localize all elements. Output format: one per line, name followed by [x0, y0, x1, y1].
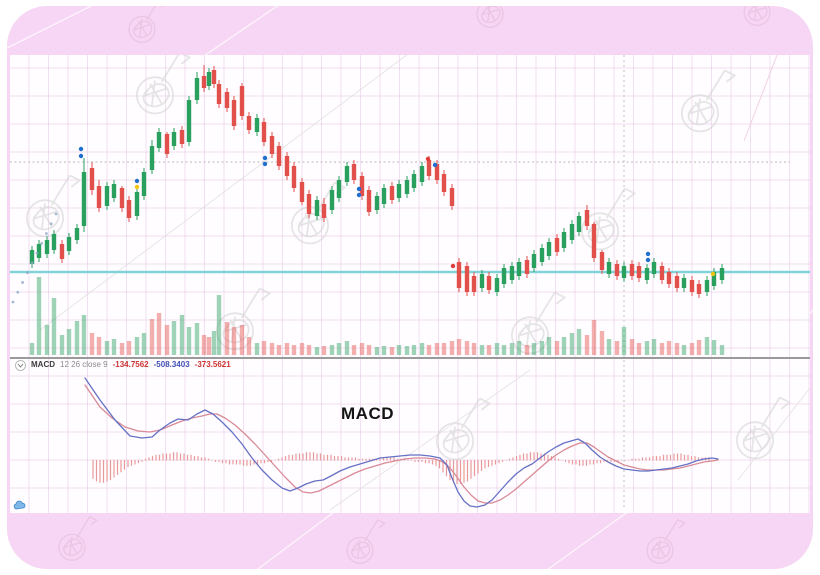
- chart-canvas[interactable]: [10, 55, 810, 513]
- wallpaper-decor-canvas: [7, 6, 813, 569]
- chart-card: MACD 12 26 close 9 -134.7562 -508.3403 -…: [10, 55, 810, 513]
- macd-signal-value: -373.5621: [194, 360, 231, 369]
- macd-title-annotation: MACD: [341, 404, 394, 423]
- macd-pane-header: MACD 12 26 close 9 -134.7562 -508.3403 -…: [15, 359, 231, 371]
- cloud-icon[interactable]: [13, 498, 27, 510]
- indicator-params: 12 26 close 9: [60, 360, 108, 369]
- macd-line-value: -508.3403: [153, 360, 190, 369]
- indicator-label[interactable]: MACD: [31, 360, 55, 369]
- chevron-down-icon[interactable]: [15, 359, 26, 371]
- macd-histogram-value: -134.7562: [112, 360, 149, 369]
